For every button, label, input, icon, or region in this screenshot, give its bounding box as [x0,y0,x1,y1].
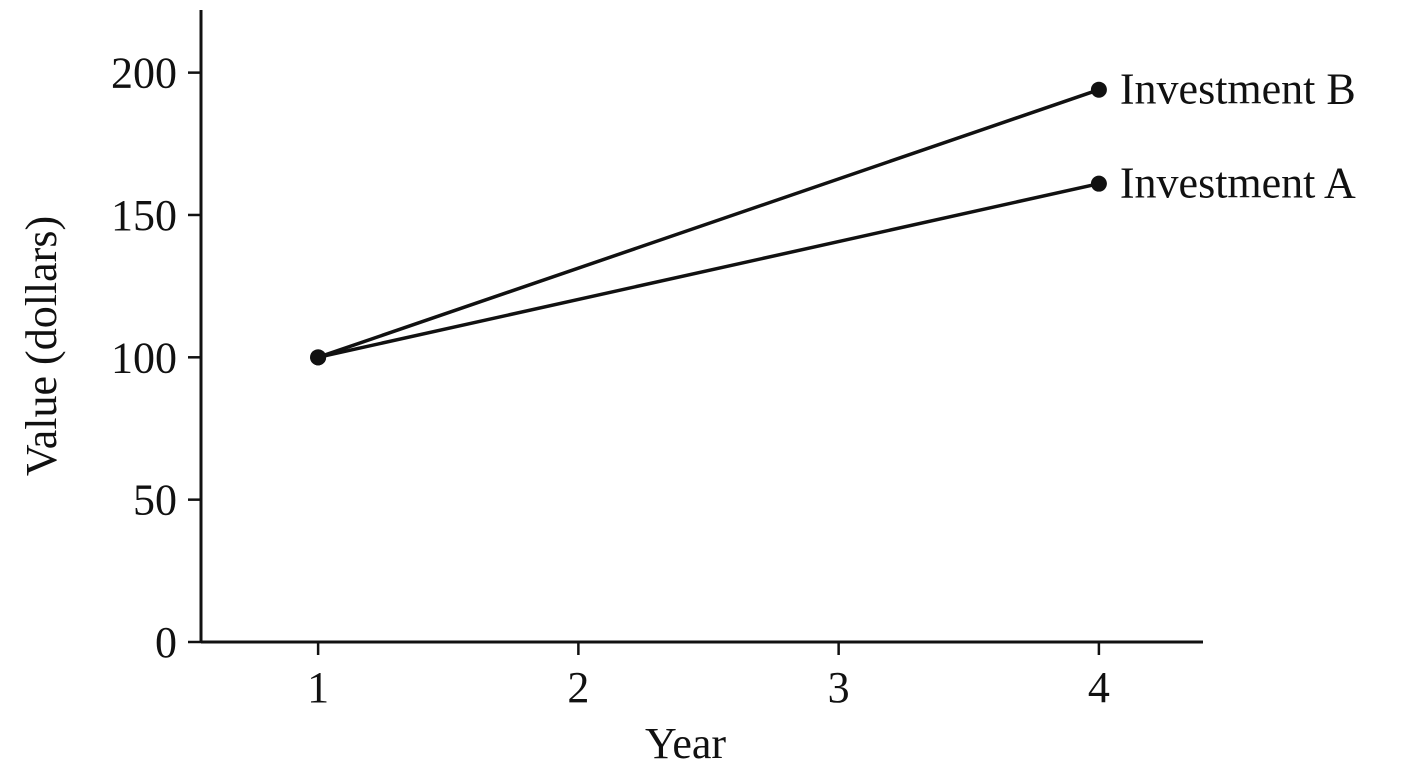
series-label: Investment A [1120,159,1356,208]
y-axis-title: Value (dollars) [17,216,66,476]
y-tick-label: 0 [155,618,177,667]
y-tick-label: 200 [111,49,177,98]
x-tick-label: 1 [307,663,329,712]
x-axis-ticks: 1 2 3 4 [307,642,1110,712]
series-line [317,88,1100,359]
y-axis-ticks: 0 50 100 150 200 [111,49,201,667]
y-tick-label: 100 [111,333,177,382]
series-label: Investment B [1120,65,1356,114]
data-point [1090,175,1107,192]
series-investment-a: Investment A [310,159,1356,366]
series-investment-b: Investment B [310,65,1356,366]
x-tick-label: 4 [1088,663,1110,712]
y-tick-label: 150 [111,191,177,240]
data-point [310,349,327,366]
data-point [1090,81,1107,98]
series-group: Investment A Investment B [310,65,1356,366]
y-tick-label: 50 [133,476,177,525]
series-line [317,181,1100,360]
axes [199,10,1203,644]
x-tick-label: 3 [828,663,850,712]
x-axis-title: Year [645,719,726,768]
x-tick-label: 2 [567,663,589,712]
